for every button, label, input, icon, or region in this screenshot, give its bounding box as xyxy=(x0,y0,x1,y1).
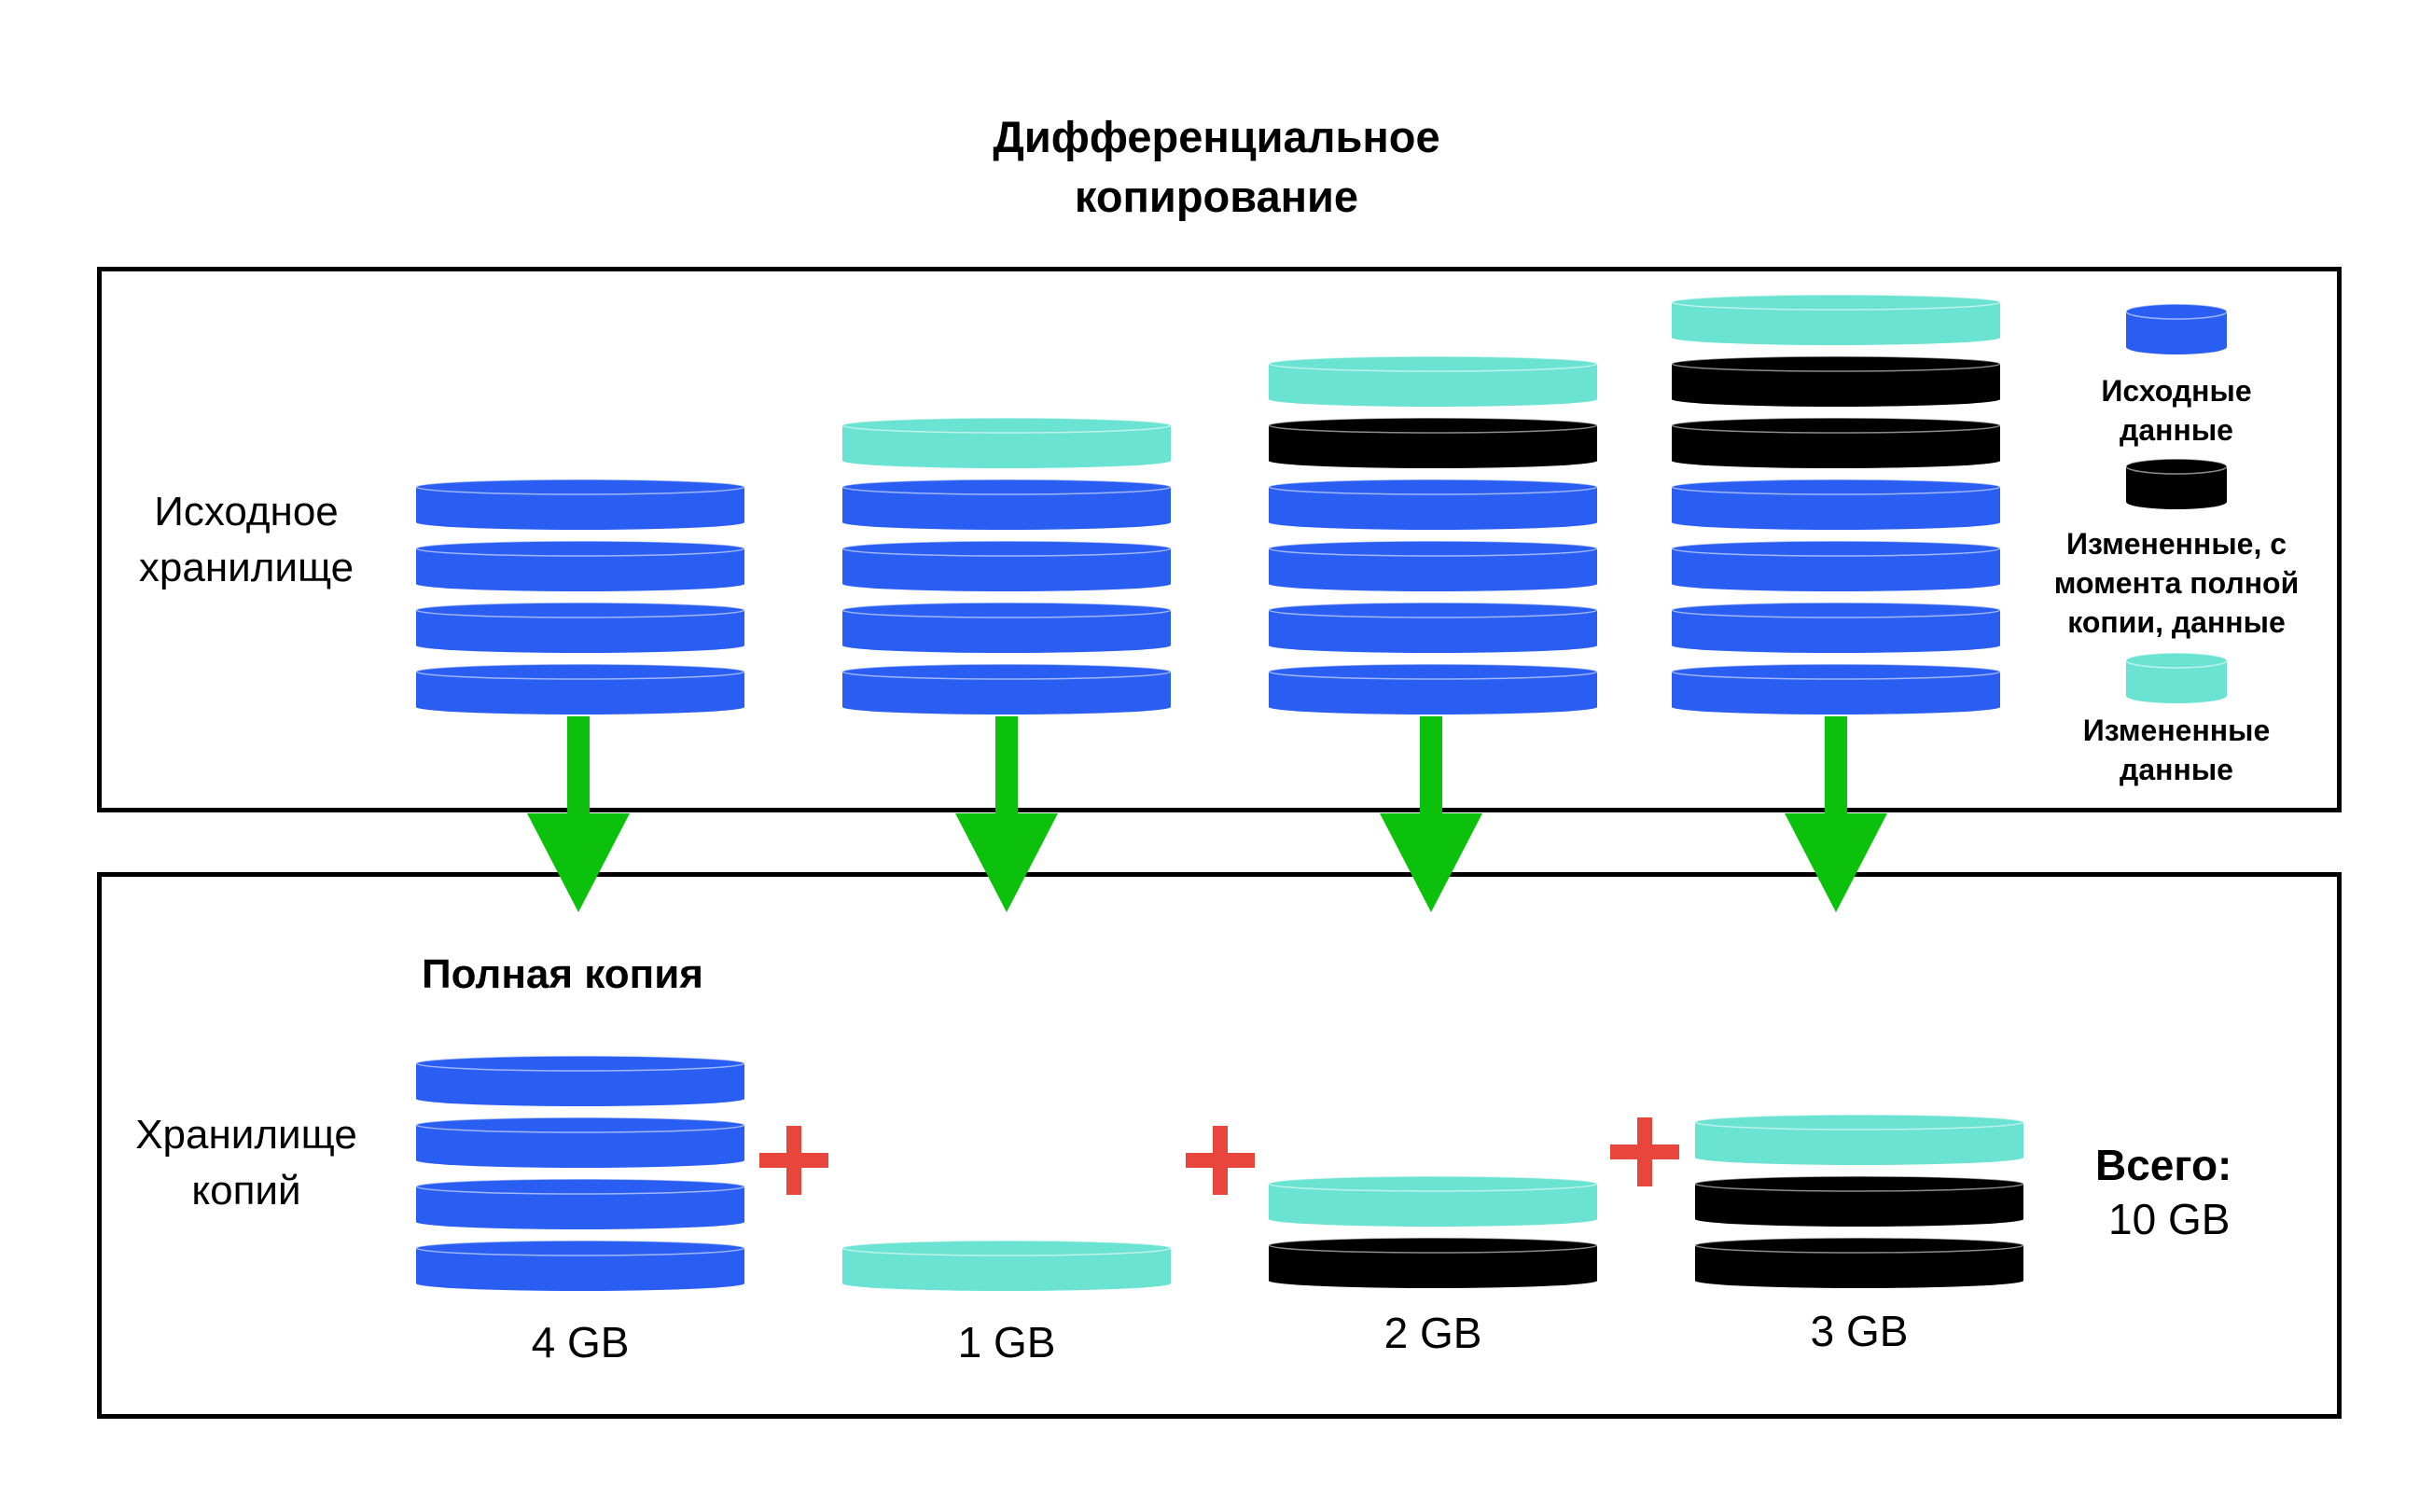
source-disk-4-7 xyxy=(1671,294,2001,345)
source-disk-4-3 xyxy=(1671,540,2001,591)
backup-disk-4-2 xyxy=(1694,1175,2024,1227)
source-disk-2-3 xyxy=(841,540,1172,591)
legend-swatch-2 xyxy=(2125,458,2228,509)
source-disk-4-6 xyxy=(1671,355,2001,407)
source-disk-3-2 xyxy=(1268,602,1598,653)
backup-storage-label: Хранилище копий xyxy=(106,1107,386,1219)
source-disk-2-2 xyxy=(841,602,1172,653)
source-disk-3-6 xyxy=(1268,355,1598,407)
source-disk-3-4 xyxy=(1268,479,1598,530)
source-disk-1-1 xyxy=(415,663,745,714)
source-disk-4-4 xyxy=(1671,479,2001,530)
full-copy-label: Полная копия xyxy=(422,951,703,997)
title-line-2: копирование xyxy=(1074,172,1359,221)
source-disk-2-4 xyxy=(841,479,1172,530)
source-disk-3-1 xyxy=(1268,663,1598,714)
source-disk-2-1 xyxy=(841,663,1172,714)
diagram-title: Дифференциальное копирование xyxy=(843,107,1590,227)
plus-sign-3 xyxy=(1610,1117,1679,1186)
backup-storage-label-line-2: копий xyxy=(191,1168,301,1214)
total-value: 10 GB xyxy=(2108,1195,2231,1243)
legend-changed-since-full-line-3: копии, данные xyxy=(2067,605,2286,639)
backup-storage-panel xyxy=(97,872,2342,1419)
source-disk-4-2 xyxy=(1671,602,2001,653)
backup-disk-3-2 xyxy=(1268,1175,1598,1227)
legend-changed-since-full-line-1: Измененные, с xyxy=(2065,527,2287,561)
legend-changed-line-2: данные xyxy=(2120,753,2233,786)
legend-original-line-1: Исходные xyxy=(2101,374,2252,408)
down-arrow-2 xyxy=(955,716,1058,912)
backup-disk-1-2 xyxy=(415,1178,745,1229)
size-label-3: 2 GB xyxy=(1383,1309,1482,1357)
legend-swatch-1 xyxy=(2125,303,2228,354)
source-disk-2-5 xyxy=(841,417,1172,468)
down-arrow-4 xyxy=(1785,716,1887,912)
backup-storage-label-line-1: Хранилище xyxy=(135,1112,357,1158)
total-label: Всего: xyxy=(2095,1141,2232,1189)
source-disk-4-1 xyxy=(1671,663,2001,714)
source-disk-1-2 xyxy=(415,602,745,653)
source-disk-3-3 xyxy=(1268,540,1598,591)
size-label-4: 3 GB xyxy=(1810,1307,1909,1355)
legend-label-changed: Измененные данные xyxy=(2032,711,2321,789)
source-storage-label-line-2: хранилище xyxy=(138,545,355,590)
backup-disk-1-4 xyxy=(415,1055,745,1106)
source-disk-1-4 xyxy=(415,479,745,530)
source-disk-1-3 xyxy=(415,540,745,591)
backup-disk-3-1 xyxy=(1268,1237,1598,1288)
legend-label-changed-since-full: Измененные, с момента полной копии, данн… xyxy=(2032,524,2321,642)
backup-disk-2-1 xyxy=(841,1240,1172,1291)
source-storage-label-line-1: Исходное xyxy=(154,489,339,534)
source-storage-panel xyxy=(97,267,2342,812)
legend-original-line-2: данные xyxy=(2120,413,2233,447)
plus-sign-2 xyxy=(1186,1126,1255,1195)
backup-disk-1-3 xyxy=(415,1117,745,1168)
legend-changed-since-full-line-2: момента полной xyxy=(2053,566,2300,600)
size-label-2: 1 GB xyxy=(957,1318,1056,1366)
plus-sign-1 xyxy=(759,1126,828,1195)
title-line-1: Дифференциальное xyxy=(993,112,1440,161)
down-arrow-1 xyxy=(527,716,630,912)
down-arrow-3 xyxy=(1380,716,1482,912)
legend-swatch-3 xyxy=(2125,652,2228,703)
backup-disk-1-1 xyxy=(415,1240,745,1291)
source-disk-4-5 xyxy=(1671,417,2001,468)
legend-changed-line-1: Измененные xyxy=(2082,714,2271,747)
source-storage-label: Исходное хранилище xyxy=(106,484,386,596)
size-label-1: 4 GB xyxy=(531,1318,630,1366)
backup-disk-4-3 xyxy=(1694,1114,2024,1165)
legend-label-original: Исходные данные xyxy=(2032,371,2321,450)
source-disk-3-5 xyxy=(1268,417,1598,468)
backup-disk-4-1 xyxy=(1694,1237,2024,1288)
